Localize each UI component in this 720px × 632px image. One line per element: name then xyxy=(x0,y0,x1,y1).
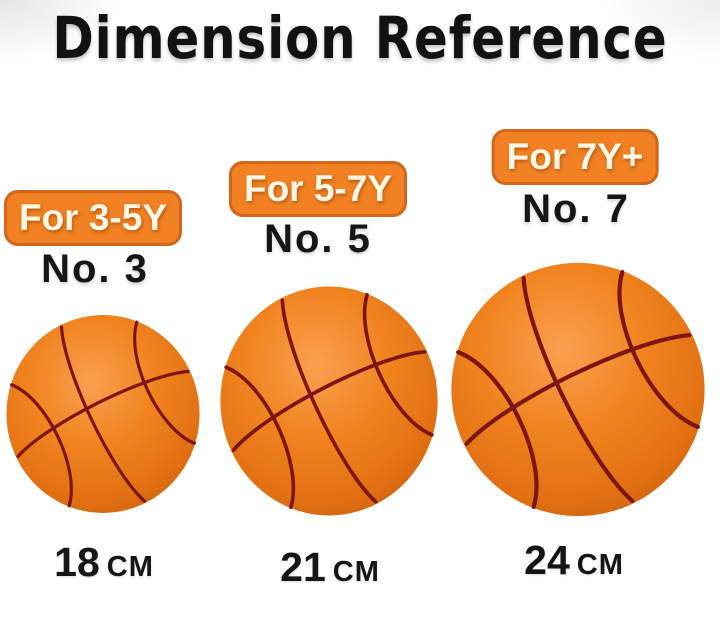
basketball-icon-no7 xyxy=(448,259,709,520)
diameter-unit: CM xyxy=(106,551,154,583)
age-badge-no7: For 7Y+ xyxy=(491,129,659,185)
diameter-label-no5: 21 CM xyxy=(280,545,380,589)
diameter-label-no7: 24 CM xyxy=(524,538,624,582)
basketball-icon-no5 xyxy=(217,283,441,519)
diameter-value: 24 xyxy=(524,537,570,583)
page-title: Dimension Reference xyxy=(52,4,668,72)
ball-number-no7: No. 7 xyxy=(522,187,630,231)
age-badge-no3: For 3-5Y xyxy=(3,190,183,246)
basketball-icon-no3 xyxy=(3,312,203,516)
diameter-label-no3: 18 CM xyxy=(54,540,154,584)
diameter-unit: CM xyxy=(332,556,380,588)
age-badge-no5: For 5-7Y xyxy=(228,161,408,217)
diameter-value: 18 xyxy=(54,539,100,585)
diameter-unit: CM xyxy=(576,549,624,581)
ball-number-no3: No. 3 xyxy=(41,247,149,291)
ball-number-no5: No. 5 xyxy=(264,217,372,261)
diameter-value: 21 xyxy=(280,544,326,590)
